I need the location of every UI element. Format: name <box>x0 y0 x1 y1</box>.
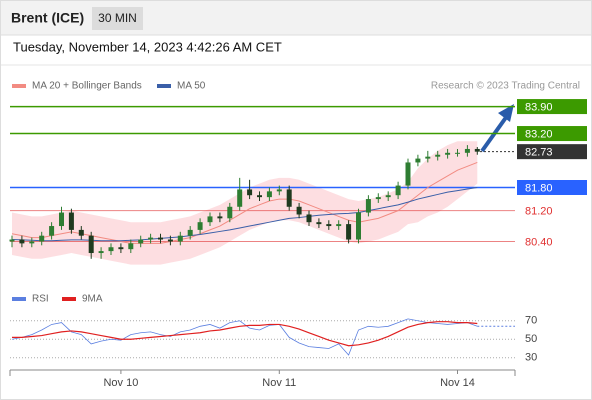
level-label: 82.73 <box>525 147 553 159</box>
candle-body <box>415 158 421 163</box>
candle-body <box>326 224 332 227</box>
candle-body <box>336 224 342 227</box>
candle-body <box>19 239 25 244</box>
candle-body <box>276 189 282 192</box>
candle-body <box>316 222 322 225</box>
candle-body <box>167 239 173 242</box>
level-label: 80.40 <box>525 236 553 248</box>
level-label: 81.20 <box>525 206 553 218</box>
candle-body <box>197 222 203 230</box>
candle-body <box>455 152 460 154</box>
timeframe-badge <box>92 7 143 30</box>
candle-body <box>158 237 163 240</box>
timeframe: 30 MIN <box>98 11 137 25</box>
candle-body <box>464 148 470 153</box>
level-label: 83.90 <box>525 101 553 113</box>
candle-body <box>78 229 84 236</box>
candle-body <box>118 247 124 250</box>
candle-body <box>29 241 35 244</box>
candle-body <box>266 191 272 198</box>
candle-body <box>306 214 312 223</box>
candle-body <box>187 229 193 236</box>
candle-body <box>49 226 55 236</box>
candle-body <box>217 216 223 219</box>
candle-body <box>98 251 104 254</box>
y-tick-label: 30 <box>525 352 537 364</box>
candle-body <box>365 199 371 213</box>
candle-body <box>207 216 213 223</box>
candle-body <box>425 156 431 159</box>
candle-body <box>148 237 154 240</box>
level-badge <box>517 99 587 115</box>
candle-body <box>385 195 391 198</box>
candle-body <box>68 212 74 230</box>
candle-body <box>39 235 45 242</box>
level-badge <box>517 180 587 195</box>
candle-body <box>395 185 401 196</box>
candle-body <box>237 189 243 207</box>
candle-body <box>346 224 352 240</box>
candle-body <box>356 212 361 240</box>
legend-label: MA 20 + Bollinger Bands <box>32 81 142 92</box>
legend-label: 9MA <box>82 294 103 305</box>
rsi-line <box>12 321 478 347</box>
candle-body <box>296 206 302 215</box>
x-tick-label: Nov 14 <box>440 377 475 389</box>
candle-body <box>257 195 262 198</box>
candle-body <box>227 206 233 219</box>
ma-line <box>11 161 478 244</box>
credit: Research © 2023 Trading Central <box>431 81 580 92</box>
x-tick-label: Nov 11 <box>262 377 296 389</box>
candle-body <box>405 162 411 186</box>
level-label: 83.20 <box>525 128 553 140</box>
forecast-arrowhead <box>498 104 514 122</box>
rsi-line <box>11 318 478 356</box>
x-tick-label: Nov 10 <box>103 377 138 389</box>
candle-body <box>9 239 15 242</box>
candle-body <box>177 235 183 242</box>
level-badge <box>517 144 587 160</box>
candle-body <box>247 189 253 196</box>
timestamp: Tuesday, November 14, 2023 4:42:26 AM CE… <box>13 39 282 54</box>
header-bar <box>1 1 591 35</box>
candle-body <box>88 235 94 254</box>
candle-body <box>286 189 292 207</box>
instrument-title: Brent (ICE) <box>11 10 84 26</box>
candle-body <box>59 212 64 227</box>
level-badge <box>517 126 587 142</box>
legend-label: RSI <box>32 294 49 305</box>
legend-label: MA 50 <box>177 81 206 92</box>
y-tick-label: 70 <box>525 315 537 327</box>
level-label: 81.80 <box>525 182 553 194</box>
candle-body <box>138 239 144 244</box>
candle-body <box>108 247 114 252</box>
candle-body <box>445 152 451 155</box>
candle-body <box>128 243 134 250</box>
candle-body <box>435 154 441 157</box>
candle-body <box>474 148 480 152</box>
candle-body <box>375 197 381 200</box>
y-tick-label: 50 <box>525 333 537 345</box>
